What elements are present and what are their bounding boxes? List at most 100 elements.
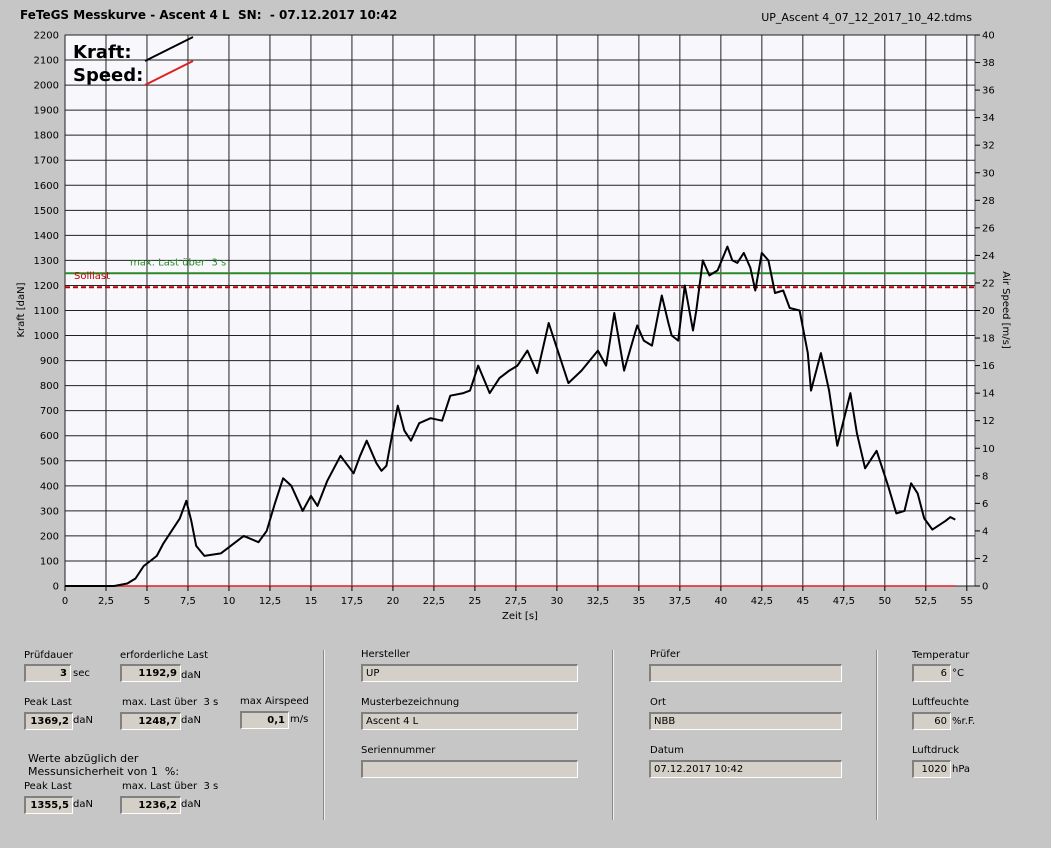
- y2-tick-label: 32: [982, 141, 995, 152]
- x-tick-label: 12,5: [259, 596, 281, 607]
- y-tick-label: 300: [40, 506, 59, 517]
- field-label: Temperatur: [912, 650, 970, 661]
- y2-tick-label: 2: [982, 554, 988, 565]
- y-tick-label: 400: [40, 481, 59, 492]
- field-label: Musterbezeichnung: [361, 697, 460, 708]
- field-label: Seriennummer: [361, 745, 436, 756]
- x-axis-label: Zeit [s]: [502, 611, 538, 622]
- y-tick-label: 0: [53, 582, 59, 593]
- field-value: 1236,2: [120, 796, 181, 814]
- x-tick-label: 45: [796, 596, 809, 607]
- y-tick-label: 500: [40, 456, 59, 467]
- field-value: 1192,9: [120, 664, 181, 682]
- x-tick-label: 55: [960, 596, 973, 607]
- field-value: [361, 760, 578, 778]
- x-tick-label: 37,5: [669, 596, 691, 607]
- x-tick-label: 52,5: [915, 596, 937, 607]
- field-label: Datum: [650, 745, 684, 756]
- x-tick-label: 47,5: [833, 596, 855, 607]
- y2-tick-label: 26: [982, 223, 995, 234]
- field-value: Ascent 4 L: [361, 712, 578, 730]
- separator: [876, 650, 878, 820]
- y-tick-label: 1100: [34, 306, 59, 317]
- field-unit: sec: [73, 668, 90, 679]
- field-value: UP: [361, 664, 578, 682]
- y-tick-label: 1900: [34, 106, 59, 117]
- file-name: UP_Ascent 4_07_12_2017_10_42.tdms: [761, 11, 972, 24]
- x-tick-label: 32,5: [587, 596, 609, 607]
- x-tick-label: 42,5: [751, 596, 773, 607]
- window-title: FeTeGS Messkurve - Ascent 4 L SN: - 07.1…: [20, 8, 397, 22]
- y2-tick-label: 8: [982, 471, 988, 482]
- field-label: Peak Last: [24, 697, 72, 708]
- field-unit: daN: [181, 799, 201, 810]
- x-tick-label: 15: [305, 596, 318, 607]
- x-tick-label: 17,5: [341, 596, 363, 607]
- field-unit: daN: [181, 670, 201, 681]
- field-label: Prüfer: [650, 649, 681, 660]
- y2-axis-label: Air Speed [m/s]: [1000, 271, 1011, 349]
- x-tick-label: 22,5: [423, 596, 445, 607]
- field-value: 6: [912, 664, 951, 682]
- y-tick-label: 1700: [34, 156, 59, 167]
- y-tick-label: 1600: [34, 181, 59, 192]
- reference-label: Solllast: [74, 271, 110, 282]
- y-tick-label: 600: [40, 431, 59, 442]
- legend-swatch: [144, 36, 194, 62]
- x-tick-label: 0: [62, 596, 68, 607]
- y2-tick-label: 10: [982, 444, 995, 455]
- y2-tick-label: 28: [982, 196, 995, 207]
- field-label: max Airspeed: [240, 696, 309, 707]
- field-value: 1248,7: [120, 712, 181, 730]
- x-tick-label: 20: [387, 596, 400, 607]
- field-label: max. Last über 3 s: [122, 781, 219, 792]
- y2-tick-label: 18: [982, 334, 995, 345]
- field-value: 60: [912, 712, 951, 730]
- y2-tick-label: 30: [982, 168, 995, 179]
- legend-label: Kraft:: [73, 42, 132, 63]
- y2-tick-label: 0: [982, 582, 988, 593]
- y2-tick-label: 38: [982, 58, 995, 69]
- chart: FeTeGS Messkurve - Ascent 4 L SN: - 07.1…: [16, 8, 1011, 622]
- field-value: 1020: [912, 760, 951, 778]
- field-label: erforderliche Last: [120, 650, 209, 661]
- y-tick-label: 1500: [34, 206, 59, 217]
- y-tick-label: 100: [40, 556, 59, 567]
- field-value: [649, 664, 842, 682]
- field-unit: daN: [73, 799, 93, 810]
- x-tick-label: 40: [714, 596, 727, 607]
- y2-tick-label: 12: [982, 416, 995, 427]
- field-unit: daN: [73, 715, 93, 726]
- separator: [323, 650, 325, 820]
- y-tick-label: 1400: [34, 231, 59, 242]
- x-tick-label: 25: [469, 596, 482, 607]
- y2-tick-label: 4: [982, 526, 988, 537]
- y2-tick-label: 22: [982, 278, 995, 289]
- field-label: Luftdruck: [912, 745, 960, 756]
- separator: [612, 650, 614, 820]
- data-line: [65, 245, 956, 587]
- y-tick-label: 200: [40, 531, 59, 542]
- y-tick-label: 2200: [34, 31, 59, 42]
- y-tick-label: 2100: [34, 56, 59, 67]
- y-tick-label: 900: [40, 356, 59, 367]
- field-value: 1369,2: [24, 712, 73, 730]
- field-label: Luftfeuchte: [912, 697, 969, 708]
- field-unit: m/s: [290, 714, 309, 725]
- y2-tick-label: 36: [982, 86, 995, 97]
- y2-tick-label: 20: [982, 306, 995, 317]
- field-unit: °C: [952, 668, 964, 679]
- field-value: 0,1: [240, 711, 289, 729]
- y2-tick-label: 24: [982, 251, 995, 262]
- legend-swatch: [144, 60, 194, 86]
- reference-label: max. Last über 3 s: [130, 257, 226, 268]
- field-unit: %r.F.: [952, 716, 976, 727]
- x-tick-label: 27,5: [505, 596, 527, 607]
- x-tick-label: 35: [633, 596, 646, 607]
- field-value: NBB: [649, 712, 842, 730]
- x-tick-label: 50: [878, 596, 891, 607]
- y-tick-label: 700: [40, 406, 59, 417]
- field-value: 07.12.2017 10:42: [649, 760, 842, 778]
- y-tick-label: 1200: [34, 281, 59, 292]
